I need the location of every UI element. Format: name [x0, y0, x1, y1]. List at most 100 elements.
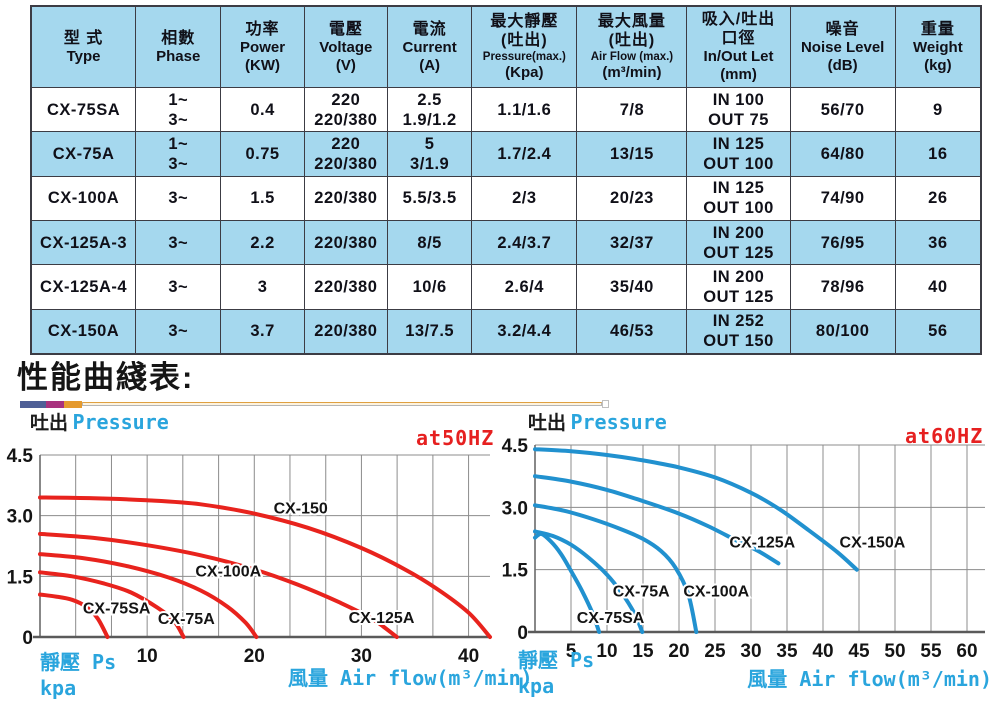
spec-value: 8/5 [417, 233, 442, 252]
header-line: (A) [419, 56, 441, 74]
spec-cell-r2-c4: 5.5/3.5 [388, 176, 472, 220]
x-tick-20: 20 [244, 646, 265, 667]
spec-cell-r0-c5: 1.1/1.6 [472, 88, 577, 132]
curve-CX-100A [38, 552, 259, 639]
spec-value: 220/380 [314, 277, 378, 296]
header-cell-6: 最大風量 (吐出) Air Flow (max.) (m³/min) [577, 7, 687, 87]
spec-value: 64/80 [820, 144, 865, 163]
y-tick-0: 0 [22, 628, 33, 649]
spec-value: 220/380 [314, 189, 378, 208]
header-line: 吸入/吐出 [701, 11, 776, 28]
header-line: 口徑 [721, 30, 756, 47]
spec-value: 0.4 [250, 100, 275, 119]
spec-value: 220/380 [314, 154, 378, 173]
curve-label-CX-125A: CX-125A [729, 535, 795, 552]
curve-CX-150 [38, 495, 492, 639]
spec-cell-r0-c7: IN 100 OUT 75 [687, 88, 790, 132]
curve-CX-150A [533, 447, 859, 572]
header-line: 最大靜壓 [490, 13, 559, 30]
curve-CX-75A [533, 529, 645, 634]
header-line: (KW) [245, 56, 281, 74]
deco-segment-orange [64, 400, 82, 408]
spec-value: 220/380 [314, 233, 378, 252]
y-tick-3.0: 3.0 [502, 498, 528, 519]
y-tick-3.0: 3.0 [7, 507, 33, 528]
spec-value: OUT 125 [703, 243, 774, 262]
spec-cell-r1-c7: IN 125 OUT 100 [687, 132, 790, 176]
spec-cell-r0-c8: 56/70 [790, 88, 895, 132]
x-tick-40: 40 [812, 641, 833, 662]
curve-label-CX-100A: CX-100A [195, 563, 261, 580]
spec-cell-r4-c2: 3 [221, 265, 304, 309]
header-line: (吐出) [501, 32, 548, 49]
y-tick-1.5: 1.5 [7, 567, 34, 588]
deco-segment-magenta [46, 400, 64, 408]
curve-label-CX-75SA: CX-75SA [83, 601, 151, 618]
header-cell-3: 電壓 Voltage (V) [304, 7, 387, 87]
spec-value: 3~ [168, 110, 189, 129]
spec-cell-r4-c9: 40 [895, 265, 980, 309]
spec-value: 220/380 [314, 110, 378, 129]
curve-CX-100A [533, 503, 699, 634]
deco-line [82, 402, 602, 406]
spec-value: IN 200 [712, 267, 765, 286]
spec-value: 56/70 [820, 100, 865, 119]
header-line: 功率 [245, 20, 280, 38]
header-line: (吐出) [608, 32, 656, 49]
spec-cell-r1-c5: 1.7/2.4 [472, 132, 577, 176]
spec-value: CX-75A [52, 144, 115, 163]
spec-value: 1~ [168, 90, 189, 109]
spec-value: 1.1/1.6 [497, 100, 552, 119]
spec-value: OUT 100 [703, 199, 774, 218]
x-tick-35: 35 [776, 641, 798, 662]
curve-CX-75A [38, 570, 186, 639]
header-line: (Kpa) [505, 64, 544, 81]
spec-cell-r0-c1: 1~ 3~ [136, 88, 221, 132]
spec-value: IN 200 [712, 223, 765, 242]
spec-value: IN 252 [712, 312, 765, 331]
spec-value: 3~ [168, 277, 189, 296]
header-line: 電流 [412, 20, 447, 38]
spec-value: 40 [928, 277, 948, 296]
spec-cell-r0-c6: 7/8 [577, 88, 687, 132]
spec-cell-r5-c4: 13/7.5 [388, 309, 472, 353]
header-cell-7: 吸入/吐出 口徑 In/Out Let (mm) [687, 7, 790, 87]
spec-cell-r1-c0: CX-75A [32, 132, 136, 176]
header-line: (dB) [827, 56, 858, 74]
spec-value: OUT 75 [708, 110, 769, 129]
spec-value: IN 100 [712, 90, 765, 109]
spec-cell-r2-c6: 20/23 [577, 176, 687, 220]
header-line: 最大風量 [597, 13, 666, 30]
spec-cell-r5-c0: CX-150A [32, 309, 136, 353]
x-tick-45: 45 [848, 641, 870, 662]
ylabel-60hz-line1: 靜壓 Ps [518, 648, 595, 672]
header-line: (mm) [720, 66, 757, 83]
spec-value: 20/23 [610, 189, 654, 208]
x-tick-30: 30 [740, 641, 761, 662]
pressure-axis-title-zh: 吐出 [528, 413, 567, 434]
spec-value: 1.5 [250, 189, 275, 208]
spec-cell-r5-c3: 220/380 [304, 309, 387, 353]
y-tick-0: 0 [517, 623, 528, 644]
x-tick-10: 10 [596, 641, 617, 662]
curve-label-CX-75SA: CX-75SA [577, 610, 645, 627]
spec-cell-r3-c1: 3~ [136, 220, 221, 265]
spec-cell-r4-c7: IN 200 OUT 125 [687, 265, 790, 309]
spec-cell-r2-c8: 74/90 [790, 176, 895, 220]
spec-value: 32/37 [610, 233, 654, 252]
decorative-underline [20, 400, 609, 408]
x-tick-15: 15 [632, 641, 654, 662]
ylabel-50hz-line1: 靜壓 Ps [40, 650, 117, 674]
header-cell-2: 功率 Power (KW) [221, 7, 304, 87]
spec-cell-r1-c2: 0.75 [221, 132, 304, 176]
section-title: 性能曲綫表: [17, 360, 195, 395]
spec-value: OUT 125 [703, 287, 774, 306]
spec-value: 9 [933, 100, 943, 119]
x-tick-5: 5 [566, 641, 577, 662]
x-tick-40: 40 [458, 646, 479, 667]
spec-value: 35/40 [610, 277, 654, 296]
y-tick-4.5: 4.5 [7, 446, 34, 467]
spec-value: 56 [928, 322, 948, 341]
spec-value: OUT 100 [703, 154, 774, 173]
spec-value: 5.5/3.5 [402, 189, 457, 208]
